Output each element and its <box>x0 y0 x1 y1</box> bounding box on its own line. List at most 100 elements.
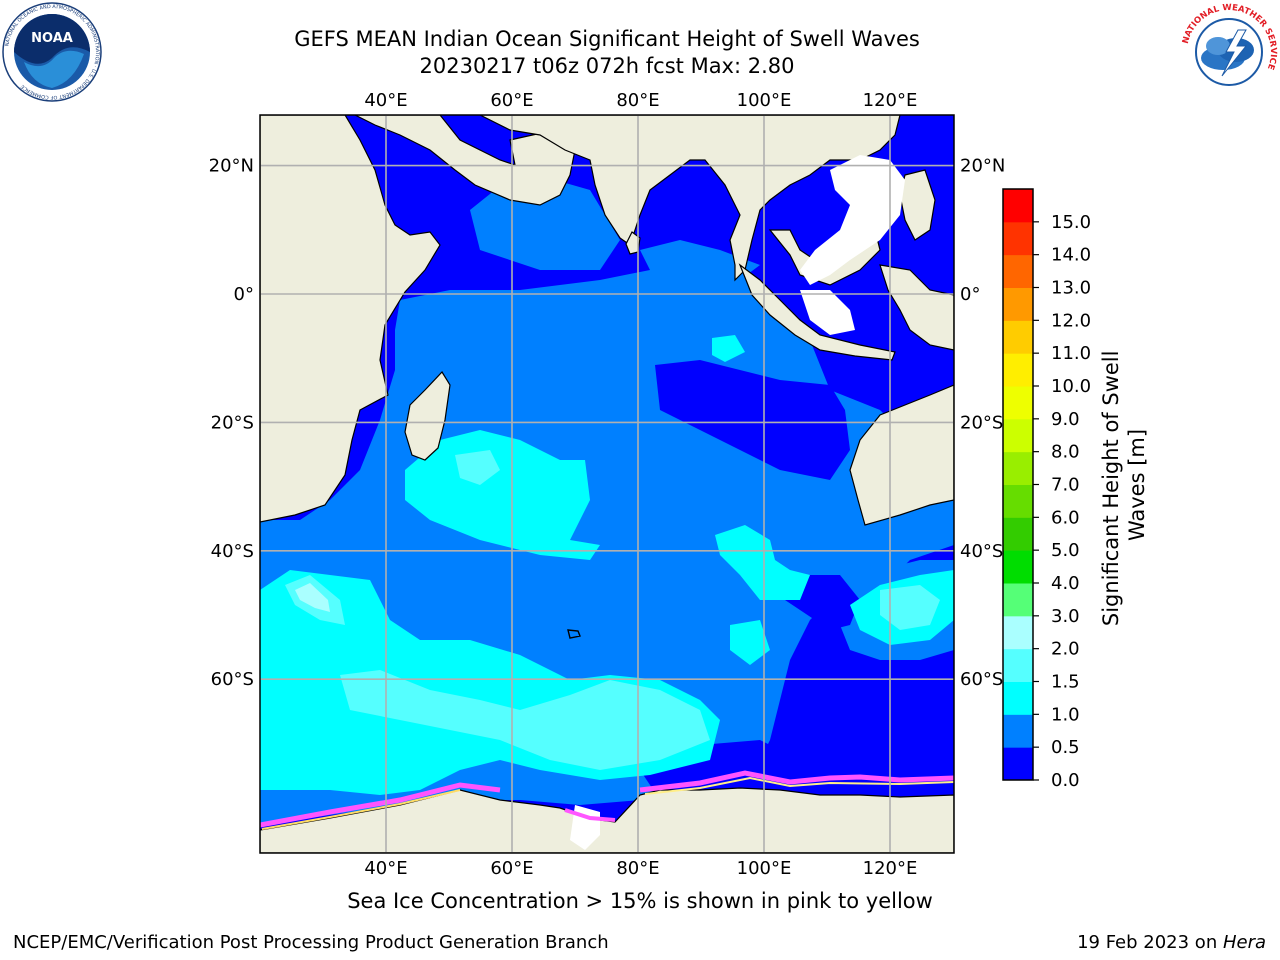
lat-tick-label: 0° <box>960 284 980 305</box>
colorbar-swatch <box>1003 517 1033 551</box>
colorbar-tick-label: 1.5 <box>1051 672 1080 693</box>
colorbar-swatch <box>1003 681 1033 715</box>
land-arabia <box>354 115 576 206</box>
lon-labels-bottom: 40°E 60°E 80°E 100°E 120°E <box>364 858 917 879</box>
colorbar-swatch <box>1003 418 1033 453</box>
lon-tick-label: 100°E <box>737 858 792 879</box>
swell-1.0-1.5-region-5 <box>712 335 745 362</box>
colorbar-label-line-1: Significant Height of Swell <box>1099 351 1123 627</box>
colorbar-swatch <box>1003 386 1033 420</box>
colorbar-tick-label: 8.0 <box>1051 442 1080 463</box>
colorbar-swatch <box>1003 221 1033 256</box>
noaa-text: NOAA <box>31 31 73 46</box>
swell-0.5-1.0-bay-of-bengal <box>640 240 760 280</box>
colorbar-tick-label: 11.0 <box>1051 343 1091 364</box>
footer-host: Hera <box>1222 932 1266 953</box>
sea-ice-edge-east-inner <box>644 776 954 795</box>
lat-tick-label: 60°S <box>211 669 254 690</box>
footer-date-text: 19 Feb 2023 on <box>1077 932 1223 953</box>
lon-tick-label: 80°E <box>616 90 659 111</box>
swell-1.5-2.0-region-4 <box>455 450 500 485</box>
noaa-logo-icon: NATIONAL OCEANIC AND ATMOSPHERIC ADMINIS… <box>2 2 102 102</box>
colorbar-tick-label: 12.0 <box>1051 310 1091 331</box>
sea-ice-caption: Sea Ice Concentration > 15% is shown in … <box>347 889 933 913</box>
lon-tick-label: 60°E <box>490 90 533 111</box>
land-east-islands <box>879 264 954 351</box>
title-line-1: GEFS MEAN Indian Ocean Significant Heigh… <box>294 27 920 51</box>
map-frame <box>259 114 955 854</box>
colorbar <box>1002 188 1034 781</box>
sea-ice-edge-west-inner <box>261 789 461 830</box>
map-title: GEFS MEAN Indian Ocean Significant Heigh… <box>0 26 1214 80</box>
colorbar-label-line-2: Waves [m] <box>1125 429 1149 541</box>
lat-labels-left: 20°N 0° 20°S 40°S 60°S <box>209 156 254 691</box>
swell-1.0-1.5-region-1 <box>405 430 600 560</box>
colorbar-tick-label: 6.0 <box>1051 507 1080 528</box>
swell-1.5-2.0-region-2 <box>340 670 710 770</box>
colorbar-tick-label: 9.0 <box>1051 409 1080 430</box>
swell-1.0-1.5-region-3 <box>715 525 810 600</box>
lon-tick-label: 100°E <box>737 90 792 111</box>
colorbar-tick-label: 5.0 <box>1051 540 1080 561</box>
nws-logo-icon: NATIONAL WEATHER SERVICE <box>1181 3 1278 100</box>
swell-low-band-1 <box>655 360 850 480</box>
sea-ice-edge-mid <box>564 808 616 822</box>
kerguelen-island <box>567 629 581 639</box>
lat-tick-label: 0° <box>234 284 254 305</box>
colorbar-tick-label: 7.0 <box>1051 475 1080 496</box>
colorbar-swatch <box>1003 615 1033 650</box>
colorbar-tick-label: 1.0 <box>1051 704 1080 725</box>
colorbar-tick-label: 15.0 <box>1051 212 1091 233</box>
land-india-asia <box>479 115 901 282</box>
colorbar-tick-label: 3.0 <box>1051 606 1080 627</box>
colorbar-tick-label: 14.0 <box>1051 245 1091 266</box>
land-madagascar <box>404 371 451 461</box>
colorbar-swatch <box>1003 550 1033 584</box>
colorbar-tick-label: 13.0 <box>1051 278 1091 299</box>
lon-tick-label: 40°E <box>364 90 407 111</box>
lon-labels-top: 40°E 60°E 80°E 100°E 120°E <box>364 90 917 111</box>
colorbar-tick-label: 2.0 <box>1051 639 1080 660</box>
land-australia <box>849 384 954 526</box>
lon-tick-label: 80°E <box>616 858 659 879</box>
colorbar-ticks: 0.0 0.5 1.0 1.5 2.0 3.0 4.0 5.0 6.0 7.0 8.0 9.0 10.0… <box>1033 212 1091 791</box>
colorbar-tick-label: 10.0 <box>1051 376 1091 397</box>
map-area <box>260 115 954 853</box>
colorbar-swatch <box>1003 287 1033 321</box>
land-africa <box>260 115 441 523</box>
swell-1.0-1.5-region-6 <box>730 620 770 665</box>
colorbar-swatch <box>1003 484 1033 518</box>
swell-1.5-2.0-region-3 <box>880 585 940 630</box>
lat-tick-label: 40°S <box>960 541 1003 562</box>
colorbar-swatch <box>1003 583 1033 617</box>
lat-tick-label: 40°S <box>211 541 254 562</box>
lon-tick-label: 120°E <box>863 858 918 879</box>
lat-tick-label: 20°S <box>211 412 254 433</box>
colorbar-swatch <box>1003 648 1033 682</box>
swell-2.0-3.0-peak <box>295 583 330 612</box>
colorbar-swatch <box>1003 254 1033 288</box>
colorbar-tick-label: 4.0 <box>1051 573 1080 594</box>
sea-ice-edge-west <box>260 782 501 828</box>
colorbar-tick-label: 0.5 <box>1051 737 1080 758</box>
white-missing-region-1 <box>800 155 905 285</box>
colorbar-label: Significant Height of Swell Waves [m] <box>1099 344 1149 626</box>
lat-tick-label: 20°N <box>960 156 1005 177</box>
lat-labels-right: 20°N 0° 20°S 40°S 60°S <box>960 156 1005 691</box>
colorbar-swatch <box>1003 451 1033 485</box>
lat-tick-label: 20°S <box>960 412 1003 433</box>
lon-tick-label: 60°E <box>490 858 533 879</box>
footer-producer: NCEP/EMC/Verification Post Processing Pr… <box>13 932 609 953</box>
colorbar-swatch <box>1003 320 1033 354</box>
footer-date: 19 Feb 2023 on Hera <box>1077 932 1266 953</box>
lon-tick-label: 40°E <box>364 858 407 879</box>
graticule <box>260 115 954 853</box>
lon-tick-label: 120°E <box>863 90 918 111</box>
colorbar-swatch <box>1003 714 1033 748</box>
lat-tick-label: 20°N <box>209 156 254 177</box>
colorbar-swatch <box>1003 353 1033 387</box>
colorbar-swatch <box>1003 189 1033 223</box>
white-missing-region-2 <box>800 290 855 335</box>
land-sumatra-java <box>738 263 896 361</box>
